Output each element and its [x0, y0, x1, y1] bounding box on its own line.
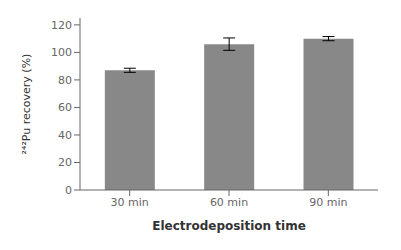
svg-text:100: 100	[51, 46, 72, 59]
svg-text:20: 20	[58, 156, 72, 169]
svg-text:60 min: 60 min	[210, 196, 248, 209]
svg-text:0: 0	[65, 184, 72, 197]
svg-text:90 min: 90 min	[309, 196, 347, 209]
svg-text:40: 40	[58, 129, 72, 142]
svg-text:²⁴²Pu recovery (%): ²⁴²Pu recovery (%)	[20, 54, 33, 155]
svg-text:30 min: 30 min	[111, 196, 149, 209]
svg-text:80: 80	[58, 74, 72, 87]
svg-text:60: 60	[58, 101, 72, 114]
svg-text:120: 120	[51, 19, 72, 32]
svg-text:Electrodeposition time: Electrodeposition time	[152, 219, 306, 233]
